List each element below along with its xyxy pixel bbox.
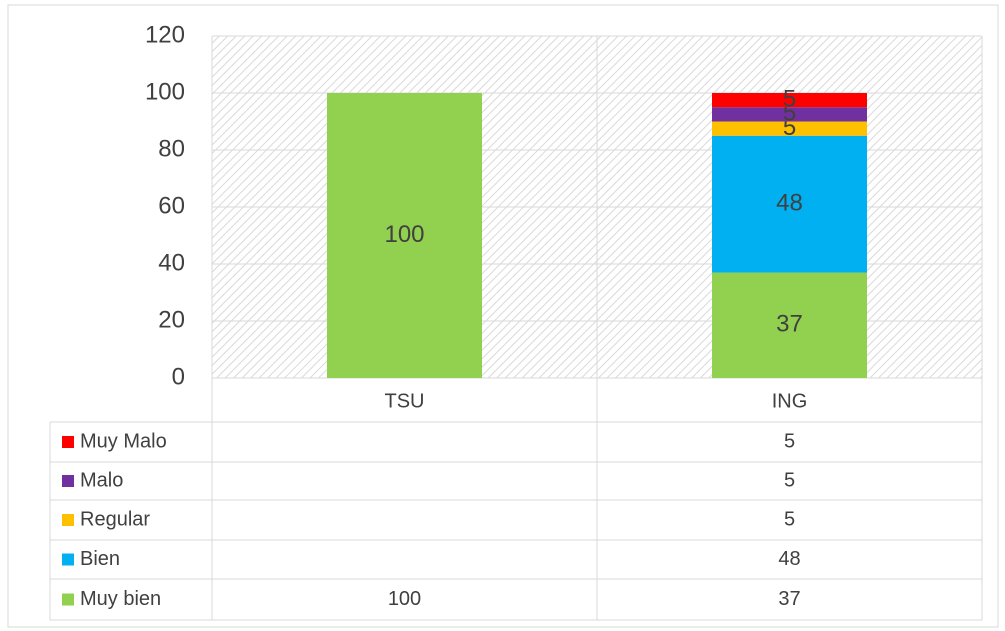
legend-label: Regular xyxy=(80,508,150,530)
bar xyxy=(712,121,867,136)
y-tick-label: 120 xyxy=(145,21,185,48)
bar xyxy=(327,93,482,378)
y-tick-label: 0 xyxy=(172,363,185,390)
legend-label: Muy bien xyxy=(80,588,161,610)
y-tick-label: 20 xyxy=(158,306,185,333)
legend-label: Bien xyxy=(80,548,120,570)
y-tick-label: 60 xyxy=(158,192,185,219)
table-cell: 48 xyxy=(778,548,800,570)
bar xyxy=(712,93,867,108)
bar xyxy=(712,135,867,273)
bar xyxy=(712,107,867,122)
table-cell: 5 xyxy=(784,469,795,491)
table-cell: 100 xyxy=(388,588,421,610)
table-cell: 5 xyxy=(784,508,795,530)
legend-swatch xyxy=(62,514,74,526)
legend-swatch xyxy=(62,475,74,487)
legend-swatch xyxy=(62,436,74,448)
data-label: 48 xyxy=(776,189,803,216)
x-tick-label: TSU xyxy=(385,390,425,412)
data-label: 100 xyxy=(384,221,424,248)
table-cell: 37 xyxy=(778,588,800,610)
y-tick-label: 40 xyxy=(158,249,185,276)
y-tick-label: 100 xyxy=(145,78,185,105)
chart-frame xyxy=(7,4,999,628)
y-tick-label: 80 xyxy=(158,135,185,162)
legend-label: Malo xyxy=(80,469,123,491)
data-label: 5 xyxy=(783,85,796,112)
table-cell: 5 xyxy=(784,430,795,452)
data-label: 37 xyxy=(776,311,803,338)
x-tick-label: ING xyxy=(772,390,808,412)
legend-label: Muy Malo xyxy=(80,430,167,452)
legend-swatch xyxy=(62,593,74,606)
legend-swatch xyxy=(62,553,74,566)
bar xyxy=(712,272,867,378)
